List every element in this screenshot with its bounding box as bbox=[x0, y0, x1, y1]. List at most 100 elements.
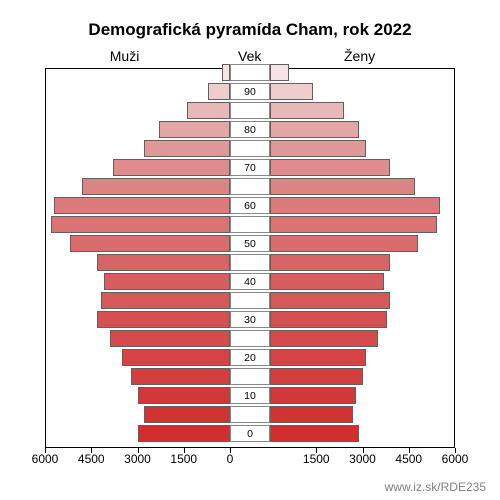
bar-row bbox=[45, 64, 455, 81]
x-tick-label: 0 bbox=[227, 452, 234, 466]
age-box bbox=[230, 64, 270, 81]
bar-female bbox=[270, 254, 390, 271]
x-tick-label: 1500 bbox=[170, 452, 197, 466]
bar-row: 30 bbox=[45, 311, 455, 328]
x-tick-label: 3000 bbox=[124, 452, 151, 466]
bar-row bbox=[45, 140, 455, 157]
plot-area: 0102030405060708090 60004500300015000150… bbox=[45, 68, 455, 448]
age-box bbox=[230, 330, 270, 347]
bar-female bbox=[270, 83, 313, 100]
bar-female bbox=[270, 387, 356, 404]
bar-female bbox=[270, 368, 363, 385]
bar-row bbox=[45, 292, 455, 309]
age-box bbox=[230, 140, 270, 157]
bar-female bbox=[270, 102, 344, 119]
age-box: 90 bbox=[230, 83, 270, 100]
bar-female bbox=[270, 64, 289, 81]
bar-row: 70 bbox=[45, 159, 455, 176]
age-box: 50 bbox=[230, 235, 270, 252]
bar-male bbox=[208, 83, 230, 100]
bar-male bbox=[110, 330, 230, 347]
bar-male bbox=[144, 406, 230, 423]
bar-row bbox=[45, 406, 455, 423]
age-box: 40 bbox=[230, 273, 270, 290]
bar-male bbox=[54, 197, 230, 214]
bar-male bbox=[70, 235, 230, 252]
bar-row: 90 bbox=[45, 83, 455, 100]
bar-female bbox=[270, 178, 415, 195]
x-tick-mark bbox=[184, 448, 185, 453]
bar-male bbox=[97, 254, 230, 271]
chart-title: Demografická pyramída Cham, rok 2022 bbox=[0, 20, 500, 40]
age-box bbox=[230, 406, 270, 423]
bar-female bbox=[270, 330, 378, 347]
bar-row: 50 bbox=[45, 235, 455, 252]
bar-female bbox=[270, 140, 366, 157]
bar-female bbox=[270, 197, 440, 214]
age-box: 80 bbox=[230, 121, 270, 138]
age-box: 10 bbox=[230, 387, 270, 404]
age-box: 0 bbox=[230, 425, 270, 442]
x-tick-mark bbox=[45, 448, 46, 453]
bar-male bbox=[82, 178, 230, 195]
bar-row bbox=[45, 216, 455, 233]
age-box bbox=[230, 178, 270, 195]
bar-female bbox=[270, 159, 390, 176]
bar-row bbox=[45, 254, 455, 271]
age-box: 60 bbox=[230, 197, 270, 214]
source-text: www.iz.sk/RDE235 bbox=[385, 480, 486, 494]
bar-female bbox=[270, 121, 359, 138]
bar-row: 40 bbox=[45, 273, 455, 290]
bar-female bbox=[270, 349, 366, 366]
age-box bbox=[230, 102, 270, 119]
x-tick-mark bbox=[409, 448, 410, 453]
bar-male bbox=[122, 349, 230, 366]
age-box: 30 bbox=[230, 311, 270, 328]
x-tick-label: 6000 bbox=[442, 452, 469, 466]
bar-male bbox=[159, 121, 230, 138]
bar-male bbox=[138, 425, 231, 442]
bar-male bbox=[104, 273, 230, 290]
bar-male bbox=[51, 216, 230, 233]
x-tick-mark bbox=[455, 448, 456, 453]
bar-male bbox=[97, 311, 230, 328]
label-female: Ženy bbox=[344, 48, 375, 64]
bar-row: 0 bbox=[45, 425, 455, 442]
x-tick-label: 6000 bbox=[32, 452, 59, 466]
bar-male bbox=[138, 387, 231, 404]
x-tick-label: 4500 bbox=[395, 452, 422, 466]
x-tick-mark bbox=[138, 448, 139, 453]
bar-row: 60 bbox=[45, 197, 455, 214]
bar-row: 80 bbox=[45, 121, 455, 138]
chart-canvas: Demografická pyramída Cham, rok 2022 Muž… bbox=[0, 0, 500, 500]
bar-male bbox=[187, 102, 230, 119]
bar-male bbox=[144, 140, 230, 157]
age-box bbox=[230, 292, 270, 309]
bar-female bbox=[270, 292, 390, 309]
bar-female bbox=[270, 273, 384, 290]
age-box bbox=[230, 368, 270, 385]
x-tick-mark bbox=[363, 448, 364, 453]
bar-female bbox=[270, 425, 359, 442]
bar-male bbox=[222, 64, 230, 81]
bar-row: 20 bbox=[45, 349, 455, 366]
label-male: Muži bbox=[110, 48, 140, 64]
label-age: Vek bbox=[238, 48, 261, 64]
x-tick-label: 3000 bbox=[349, 452, 376, 466]
x-tick-mark bbox=[230, 448, 231, 453]
bar-row bbox=[45, 102, 455, 119]
x-tick-label: 1500 bbox=[303, 452, 330, 466]
bar-female bbox=[270, 235, 418, 252]
bar-female bbox=[270, 311, 387, 328]
x-tick-mark bbox=[91, 448, 92, 453]
bar-male bbox=[101, 292, 231, 309]
age-box: 70 bbox=[230, 159, 270, 176]
bar-row: 10 bbox=[45, 387, 455, 404]
x-tick-mark bbox=[316, 448, 317, 453]
bar-male bbox=[131, 368, 230, 385]
x-tick-label: 4500 bbox=[78, 452, 105, 466]
bar-female bbox=[270, 406, 353, 423]
bar-row bbox=[45, 178, 455, 195]
bar-female bbox=[270, 216, 437, 233]
bar-male bbox=[113, 159, 230, 176]
